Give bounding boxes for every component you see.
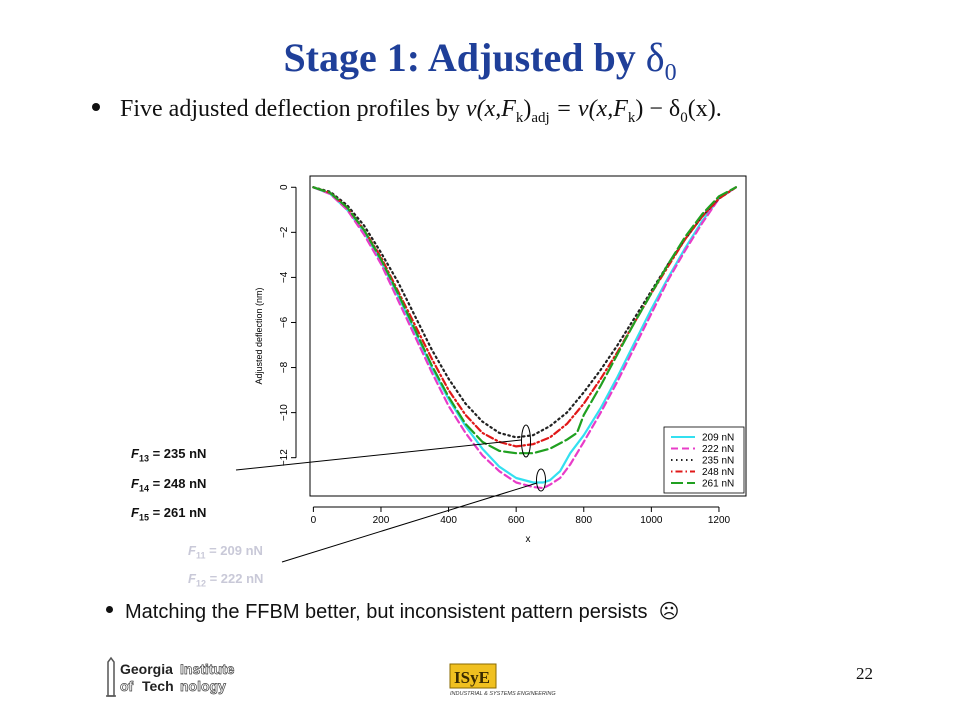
- y-axis-label: Adjusted deflection (nm): [254, 287, 264, 384]
- bullet1-paren: ): [523, 96, 532, 122]
- bullet1-end: (x).: [687, 96, 722, 122]
- svg-text:of: of: [120, 678, 134, 694]
- legend-label-3: 248 nN: [702, 467, 734, 478]
- callout-ellipse-upper: [521, 424, 531, 458]
- bullet-dot-1: [92, 103, 100, 112]
- callout-ellipse-lower: [536, 468, 546, 492]
- legend-label-0: 209 nN: [702, 433, 734, 444]
- georgia-tech-logo: Georgia Institute of Tech nology: [102, 656, 252, 703]
- callout-line-upper: [235, 439, 522, 471]
- force-label-f12-value: = 222 nN: [205, 571, 264, 586]
- series-line-4: [312, 186, 738, 455]
- bullet1-rhs2: ) − δ: [635, 96, 681, 122]
- force-label-f13: F13 = 235 nN: [131, 446, 206, 464]
- x-tick-label: 200: [373, 515, 390, 526]
- isye-logo: ISyE INDUSTRIAL & SYSTEMS ENGINEERING: [448, 662, 566, 703]
- force-label-f14-value: = 248 nN: [148, 476, 207, 491]
- legend-label-4: 261 nN: [702, 479, 734, 490]
- force-label-f12: F12 = 222 nN: [188, 571, 263, 589]
- force-label-f15-f: F: [131, 505, 139, 520]
- legend-label-2: 235 nN: [702, 456, 734, 467]
- x-tick-label: 0: [311, 515, 317, 526]
- y-tick-label: −10: [279, 404, 290, 421]
- bullet1-formula-rhs: = v(x,F: [549, 96, 628, 122]
- force-label-f15-value: = 261 nN: [148, 505, 207, 520]
- page-number: 22: [856, 664, 873, 683]
- series-line-3: [312, 186, 738, 448]
- force-label-f12-sub: 12: [195, 578, 206, 589]
- series-line-2: [312, 186, 738, 439]
- force-label-f11-value: = 209 nN: [205, 543, 263, 558]
- force-label-f15-sub: 15: [138, 512, 149, 523]
- force-label-f11: F11 = 209 nN: [188, 543, 263, 561]
- svg-text:Georgia: Georgia: [120, 661, 173, 677]
- x-tick-label: 1200: [708, 515, 731, 526]
- frown-icon: ☹: [658, 601, 680, 623]
- x-axis-label: x: [526, 534, 531, 545]
- force-label-f14: F14 = 248 nN: [131, 476, 206, 494]
- y-tick-label: −2: [279, 226, 290, 238]
- force-label-f14-sub: 14: [138, 483, 149, 494]
- force-label-f12-f: F: [188, 571, 196, 586]
- bullet2-text: Matching the FFBM better, but inconsiste…: [125, 601, 648, 623]
- chart-axes: 0 200 400 600 800 1000 1200 0 −2 −4 −6 −8 −10 −12 x Adj…: [254, 175, 747, 545]
- bullet-point-2: Matching the FFBM better, but inconsiste…: [106, 599, 679, 624]
- y-tick-label: −6: [279, 316, 290, 328]
- force-label-f13-value: = 235 nN: [148, 446, 207, 461]
- svg-text:nology: nology: [180, 678, 226, 694]
- plot-frame: [309, 175, 747, 497]
- bullet1-formula-lhs: v(x,F: [465, 96, 516, 122]
- force-label-f11-sub: 11: [195, 550, 206, 561]
- callout-line-lower: [281, 482, 538, 563]
- bullet1-adj: adj: [531, 109, 550, 126]
- bullet1-text: Five adjusted deflection profiles by: [120, 96, 466, 122]
- force-label-f14-f: F: [131, 476, 139, 491]
- slide-title: Stage 1: Adjusted by δ0: [0, 34, 960, 87]
- y-tick-label: 0: [279, 184, 290, 190]
- x-tick-label: 400: [440, 515, 457, 526]
- bullet1-zero: 0: [680, 109, 688, 126]
- delta-glyph: δ: [645, 35, 665, 80]
- x-tick-label: 1000: [640, 515, 663, 526]
- force-label-f13-f: F: [131, 446, 139, 461]
- svg-text:Tech: Tech: [142, 678, 174, 694]
- bullet-point-1: Five adjusted deflection profiles by v(x…: [92, 96, 722, 127]
- legend-label-1: 222 nN: [702, 444, 734, 455]
- chart-series: [312, 186, 738, 490]
- x-tick-label: 600: [508, 515, 525, 526]
- x-tick-label: 800: [575, 515, 592, 526]
- force-label-f11-f: F: [188, 543, 196, 558]
- slide-title-text: Stage 1: Adjusted by: [283, 35, 646, 80]
- bullet-dot-2: [106, 606, 113, 614]
- callout-lines: [235, 424, 546, 563]
- georgia-tech-logo-graphic: Georgia Institute of Tech nology: [106, 656, 235, 697]
- svg-text:Institute: Institute: [180, 661, 235, 677]
- y-tick-label: −12: [279, 449, 290, 466]
- y-tick-label: −4: [279, 271, 290, 283]
- isye-logo-graphic: ISyE INDUSTRIAL & SYSTEMS ENGINEERING: [449, 663, 556, 697]
- svg-text:ISyE: ISyE: [454, 668, 490, 687]
- force-label-f15: F15 = 261 nN: [131, 505, 206, 523]
- y-tick-label: −8: [279, 361, 290, 373]
- svg-text:INDUSTRIAL & SYSTEMS ENGINEERI: INDUSTRIAL & SYSTEMS ENGINEERING: [450, 691, 556, 697]
- delta-subscript: 0: [664, 60, 677, 86]
- bullet1-k2: k: [627, 109, 636, 126]
- force-label-f13-sub: 13: [138, 453, 149, 464]
- bullet1-k: k: [515, 109, 524, 126]
- delta-symbol: δ0: [645, 35, 677, 86]
